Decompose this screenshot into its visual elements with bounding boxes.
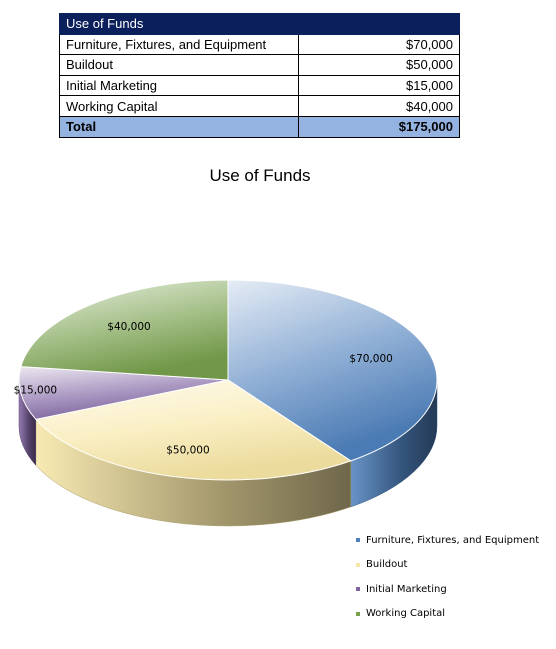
legend-item: Furniture, Fixtures, and Equipment [356,528,539,553]
table-row-label: Furniture, Fixtures, and Equipment [59,33,299,56]
chart-title: Use of Funds [209,166,311,185]
table-total-label: Total [59,115,299,138]
legend-item: Initial Marketing [356,577,539,602]
table-total-amount: $175,000 [298,115,460,138]
legend-swatch [356,611,360,616]
legend-item: Buildout [356,553,539,578]
pie-slice [20,279,229,381]
pie-labels: $70,000 $50,000 $15,000 $40,000 [14,321,393,457]
table-header: Use of Funds [59,13,460,35]
pie-data-label: $50,000 [166,444,209,456]
chart-legend: Furniture, Fixtures, and Equipment Buildo… [356,528,539,626]
table-header-row: Use of Funds [59,13,460,35]
pie-slice [227,279,438,462]
pie-data-label: $70,000 [349,353,392,365]
table-row: Working Capital $40,000 [59,95,460,117]
legend-item: Working Capital [356,602,539,627]
legend-swatch [356,538,360,543]
pie-data-label: $15,000 [14,385,57,397]
table-row: Furniture, Fixtures, and Equipment $70,0… [59,33,460,56]
legend-swatch [356,587,360,592]
pie-data-label: $40,000 [107,321,150,333]
legend-label: Initial Marketing [366,583,447,595]
legend-label: Furniture, Fixtures, and Equipment [366,534,540,546]
pie-slice [18,366,229,420]
legend-swatch [356,562,360,567]
table-row-label: Working Capital [59,95,299,117]
legend-label: Working Capital [366,608,446,620]
legend-label: Buildout [366,559,408,571]
pie-tops [18,279,438,481]
table-total-row: Total $175,000 [59,115,460,138]
table-row-label: Initial Marketing [59,74,299,97]
pie-slice [34,379,352,481]
use-of-funds-table: Use of Funds Furniture, Fixtures, and Eq… [59,13,460,138]
